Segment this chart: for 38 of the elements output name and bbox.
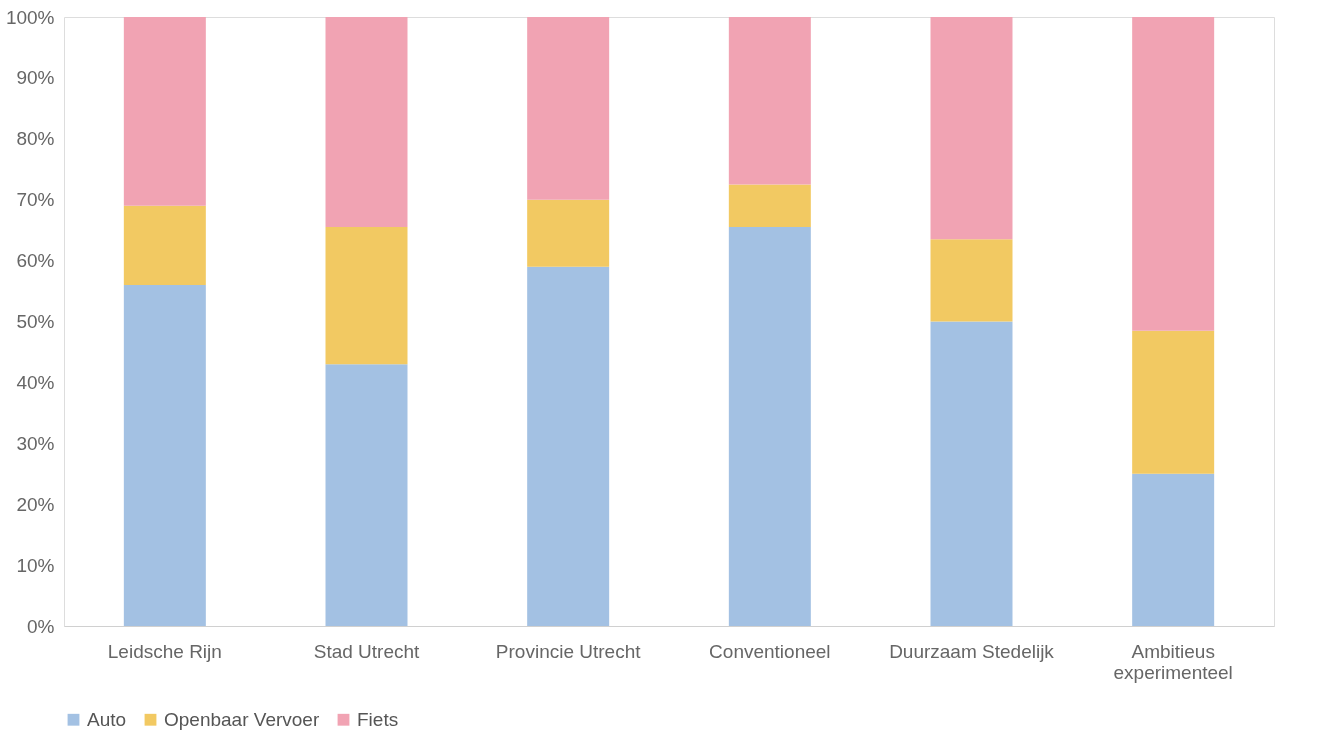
bar (1132, 330, 1215, 474)
legend-label: Openbaar Vervoer (164, 708, 320, 730)
bar (123, 205, 206, 285)
bar (930, 321, 1013, 626)
x-tick-label: Conventioneel (709, 640, 831, 662)
bar (930, 17, 1013, 240)
bar (527, 266, 610, 626)
bar (123, 17, 206, 206)
bar (930, 239, 1013, 322)
x-tick-label: Leidsche Rijn (107, 640, 222, 662)
y-tick-label: 80% (16, 128, 55, 150)
y-tick-label: 20% (16, 493, 55, 515)
x-tick-label: Duurzaam Stedelijk (889, 640, 1055, 662)
y-tick-label: 50% (16, 311, 55, 332)
bar (325, 17, 408, 228)
y-tick-label: 0% (27, 615, 55, 637)
legend-label: Auto (87, 708, 127, 730)
bar (728, 227, 811, 626)
y-tick-label: 70% (16, 189, 55, 211)
bar (527, 199, 610, 267)
bar (728, 17, 811, 185)
y-tick-label: 90% (16, 67, 55, 89)
x-tick-label: Provincie Utrecht (495, 640, 642, 662)
x-tick-label: Ambitieus experimenteel (1113, 640, 1233, 683)
bar (325, 364, 408, 626)
y-tick-label: 30% (16, 432, 55, 454)
bar (123, 284, 206, 626)
y-tick-label: 40% (16, 371, 55, 393)
y-tick-label: 100% (5, 6, 55, 28)
bar (728, 184, 811, 228)
y-tick-label: 60% (16, 250, 55, 272)
bar (1132, 473, 1215, 626)
bar (1132, 17, 1215, 331)
y-tick-label: 10% (16, 554, 55, 576)
bar (325, 227, 408, 365)
x-tick-label: Stad Utrecht (313, 640, 421, 662)
legend-label: Fiets (357, 708, 399, 730)
bar (527, 17, 610, 200)
